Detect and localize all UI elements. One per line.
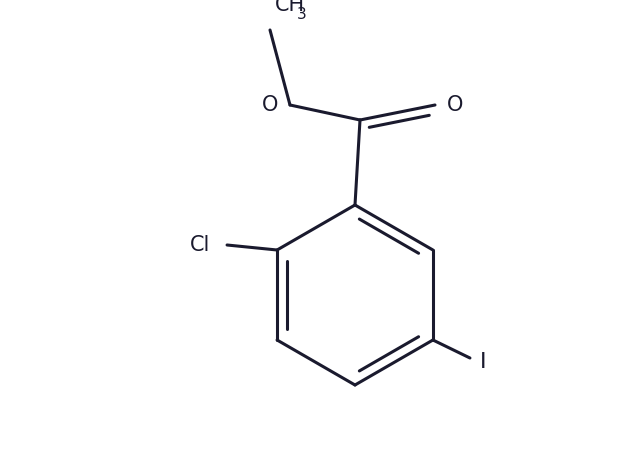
Text: O: O [262,95,278,115]
Text: I: I [480,352,486,372]
Text: 3: 3 [297,7,307,22]
Text: Cl: Cl [189,235,210,255]
Text: O: O [447,95,463,115]
Text: CH: CH [275,0,305,15]
